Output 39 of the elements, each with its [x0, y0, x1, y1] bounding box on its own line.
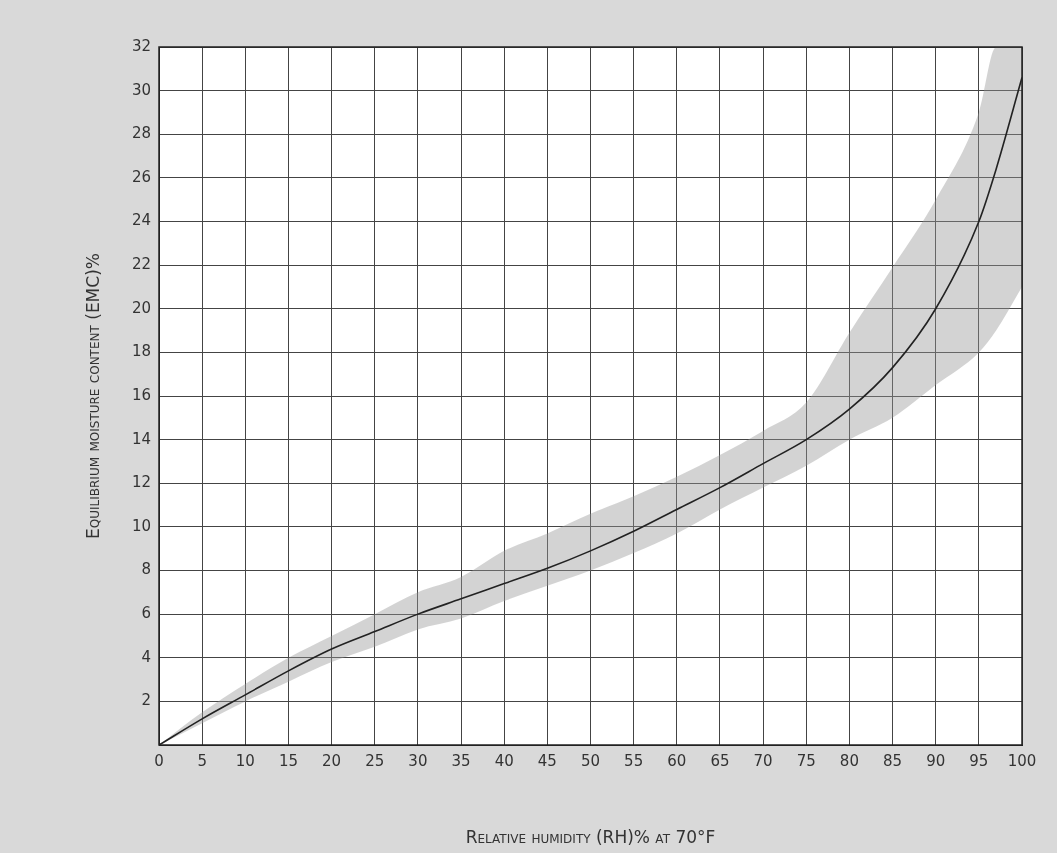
x-tick-label: 90 [926, 751, 946, 770]
x-tick-label: 70 [753, 751, 773, 770]
x-tick-label: 50 [580, 751, 601, 770]
y-tick-label: 28 [131, 124, 151, 143]
x-tick-label: 55 [624, 751, 644, 770]
x-tick-label: 60 [667, 751, 687, 770]
x-tick-label: 25 [365, 751, 385, 770]
x-tick-label: 20 [322, 751, 342, 770]
x-tick-label: 45 [537, 751, 557, 770]
x-tick-label: 40 [494, 751, 514, 770]
y-axis-title: Equilibrium moisture content (EMC)% [82, 253, 103, 539]
x-tick-label: 10 [235, 751, 255, 770]
y-tick-label: 6 [141, 604, 151, 623]
y-tick-label: 2 [141, 691, 151, 710]
x-tick-label: 30 [408, 751, 428, 770]
y-tick-label: 32 [131, 36, 151, 55]
y-tick-label: 8 [141, 560, 151, 579]
y-tick-label: 22 [131, 255, 151, 274]
x-tick-label: 95 [969, 751, 989, 770]
y-tick-label: 20 [131, 298, 151, 317]
y-tick-label: 4 [141, 647, 151, 666]
x-tick-label: 0 [154, 751, 164, 770]
y-tick-label: 18 [131, 342, 151, 361]
x-axis-title: Relative humidity (RH)% at 70°F [465, 827, 716, 848]
y-tick-label: 16 [131, 385, 151, 404]
x-tick-label: 15 [278, 751, 298, 770]
y-tick-label: 12 [131, 473, 151, 492]
x-tick-label: 75 [796, 751, 816, 770]
x-tick-label: 85 [883, 751, 903, 770]
y-tick-label: 10 [131, 516, 151, 535]
x-tick-label: 100 [1007, 751, 1037, 770]
x-tick-label: 5 [197, 751, 207, 770]
y-tick-label: 24 [131, 211, 151, 230]
y-tick-label: 14 [131, 429, 151, 448]
y-tick-label: 26 [131, 167, 151, 186]
x-tick-label: 80 [839, 751, 859, 770]
x-tick-label: 35 [451, 751, 471, 770]
y-tick-label: 30 [131, 80, 151, 99]
x-tick-label: 65 [710, 751, 730, 770]
